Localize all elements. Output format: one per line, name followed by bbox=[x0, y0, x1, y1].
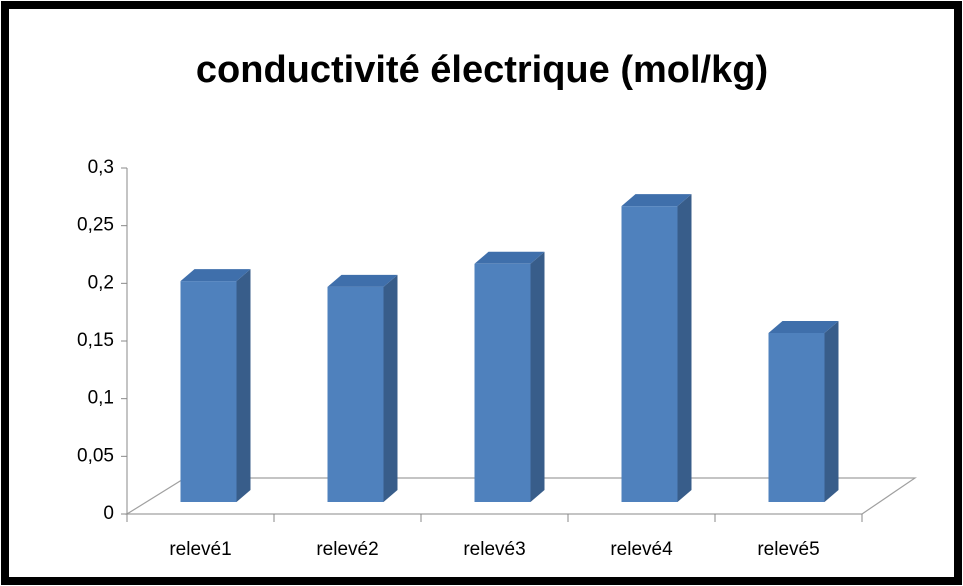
bar-top bbox=[180, 269, 251, 282]
bar-side bbox=[530, 251, 545, 502]
bar-side bbox=[236, 269, 251, 502]
bar-top bbox=[768, 321, 839, 333]
y-tick-label: 0 bbox=[103, 503, 114, 524]
chart-title: conductivité électrique (mol/kg) bbox=[196, 49, 768, 91]
x-tick-label: relevé5 bbox=[757, 539, 819, 560]
bar-top bbox=[621, 194, 692, 207]
bar bbox=[768, 321, 839, 502]
bar-top bbox=[474, 251, 545, 264]
floor bbox=[124, 477, 917, 515]
y-tick-label: 0,15 bbox=[77, 330, 114, 351]
bar bbox=[327, 274, 398, 502]
bar-side bbox=[677, 194, 692, 502]
y-tick-label: 0,2 bbox=[88, 272, 114, 293]
x-tick-label: relevé1 bbox=[169, 539, 231, 560]
bar bbox=[621, 194, 692, 502]
x-tick-label: relevé2 bbox=[316, 539, 378, 560]
bar-top bbox=[327, 274, 398, 287]
x-tick-label: relevé3 bbox=[463, 539, 525, 560]
bar-front bbox=[474, 263, 531, 502]
bar-side bbox=[824, 321, 839, 502]
bar-side bbox=[383, 274, 398, 502]
bar-front bbox=[621, 206, 678, 502]
bar-front bbox=[327, 286, 384, 502]
bar bbox=[474, 251, 545, 502]
bar-front bbox=[768, 333, 825, 502]
y-tick-label: 0,25 bbox=[77, 215, 114, 236]
y-tick-label: 0,1 bbox=[88, 388, 114, 409]
y-tick-label: 0,3 bbox=[88, 157, 114, 178]
y-tick-label: 0,05 bbox=[77, 445, 114, 466]
bar bbox=[180, 269, 251, 502]
bar-front bbox=[180, 281, 237, 502]
x-tick-label: relevé4 bbox=[610, 539, 673, 560]
